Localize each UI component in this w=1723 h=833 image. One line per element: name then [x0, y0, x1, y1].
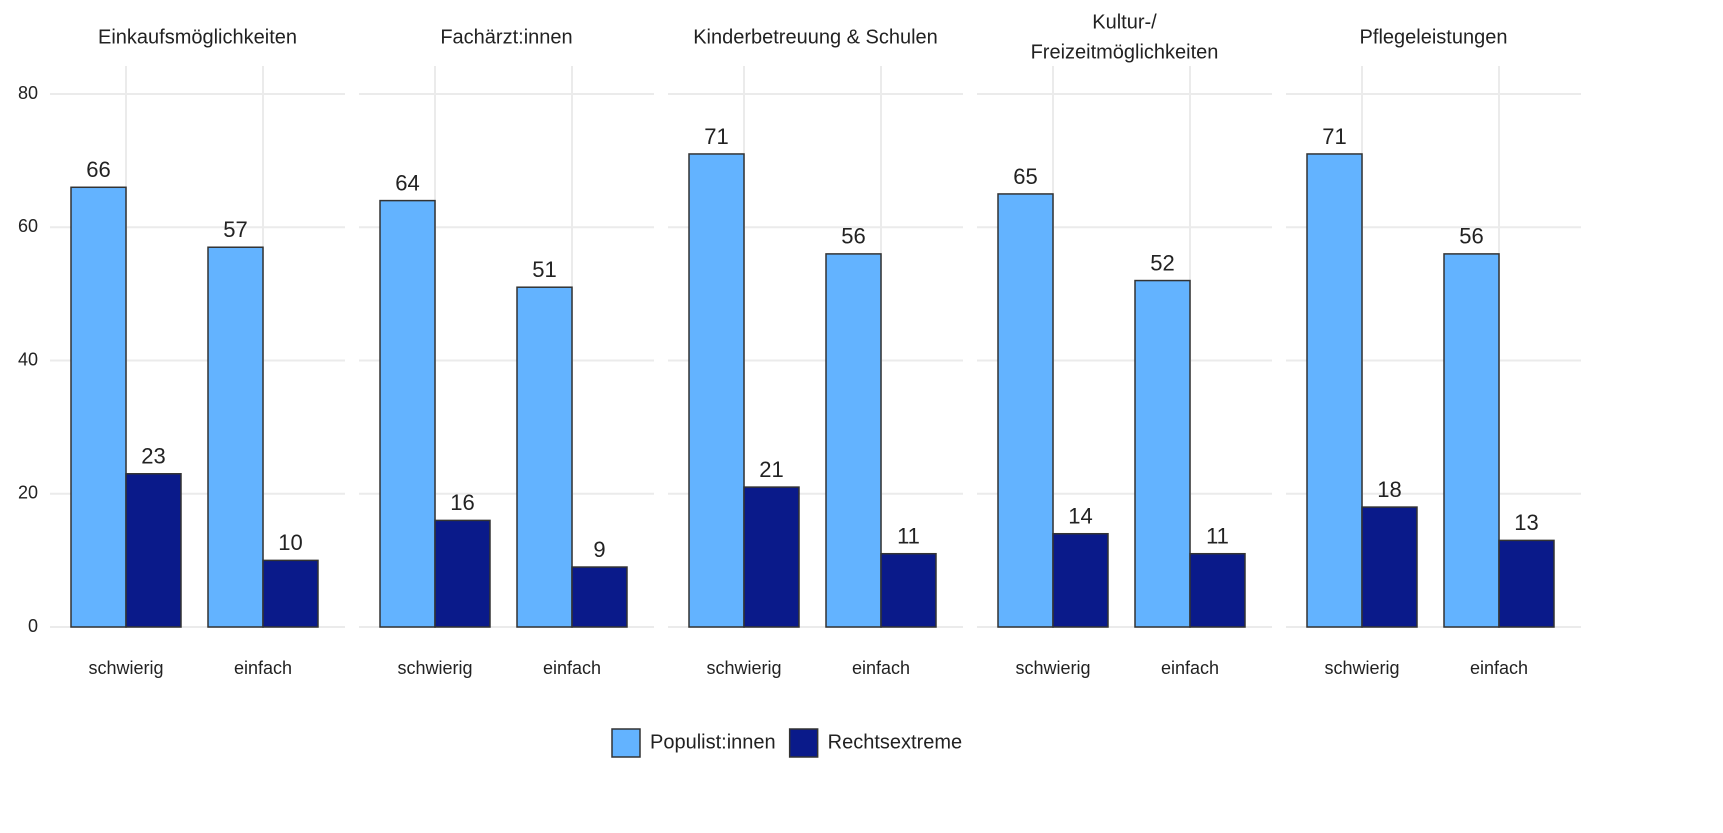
value-label: 56 — [1459, 224, 1483, 249]
bar — [1306, 153, 1363, 628]
bar — [1361, 506, 1418, 628]
y-tick-label: 80 — [18, 83, 38, 103]
value-label: 57 — [223, 217, 247, 242]
value-label: 66 — [86, 157, 110, 182]
bar — [1189, 552, 1246, 628]
x-tick-label: einfach — [852, 658, 910, 678]
x-tick-label: schwierig — [1015, 658, 1090, 678]
value-label: 64 — [395, 170, 419, 195]
value-label: 56 — [841, 224, 865, 249]
value-label: 23 — [141, 444, 165, 469]
legend-swatch — [611, 728, 641, 758]
bar — [516, 286, 573, 628]
facet-title: Einkaufsmöglichkeiten — [98, 26, 297, 48]
value-label: 65 — [1013, 164, 1037, 189]
y-tick-label: 0 — [28, 616, 38, 636]
x-tick-label: einfach — [543, 658, 601, 678]
bar — [880, 552, 937, 628]
bar — [70, 186, 127, 628]
facet-title: Kultur-/ — [1092, 11, 1157, 33]
value-label: 71 — [1322, 124, 1346, 149]
y-tick-label: 60 — [18, 216, 38, 236]
bar — [571, 566, 628, 628]
y-tick-label: 20 — [18, 483, 38, 503]
legend-label: Populist:innen — [650, 731, 776, 753]
bar — [997, 193, 1054, 628]
value-label: 11 — [1206, 524, 1229, 549]
value-label: 52 — [1150, 250, 1174, 275]
value-label: 51 — [532, 257, 556, 282]
value-label: 21 — [759, 457, 783, 482]
facet-title: Pflegeleistungen — [1360, 26, 1508, 48]
bar — [743, 486, 800, 628]
bar — [1443, 253, 1500, 628]
facet-title: Fachärzt:innen — [440, 26, 572, 48]
bar — [262, 559, 319, 628]
facet-title: Freizeitmöglichkeiten — [1031, 41, 1219, 63]
value-label: 13 — [1514, 510, 1538, 535]
bar — [825, 253, 882, 628]
bar — [1052, 532, 1109, 628]
value-label: 11 — [897, 524, 920, 549]
value-label: 71 — [704, 124, 728, 149]
bar — [434, 519, 491, 628]
bar — [207, 246, 264, 628]
x-tick-label: schwierig — [88, 658, 163, 678]
value-label: 9 — [593, 537, 605, 562]
value-label: 14 — [1068, 504, 1092, 529]
x-tick-label: schwierig — [397, 658, 472, 678]
bar — [1134, 279, 1191, 628]
x-tick-label: einfach — [1470, 658, 1528, 678]
bar — [1498, 539, 1555, 628]
x-tick-label: einfach — [234, 658, 292, 678]
value-label: 18 — [1377, 477, 1401, 502]
legend-label: Rechtsextreme — [828, 731, 963, 753]
value-label: 10 — [278, 530, 302, 555]
bar — [688, 153, 745, 628]
bar — [125, 473, 182, 628]
x-tick-label: einfach — [1161, 658, 1219, 678]
y-tick-label: 40 — [18, 349, 38, 369]
legend-swatch — [788, 728, 819, 758]
value-label: 16 — [450, 490, 474, 515]
facet-title: Kinderbetreuung & Schulen — [693, 26, 938, 48]
bar — [379, 199, 436, 628]
x-tick-label: schwierig — [706, 658, 781, 678]
x-tick-label: schwierig — [1324, 658, 1399, 678]
